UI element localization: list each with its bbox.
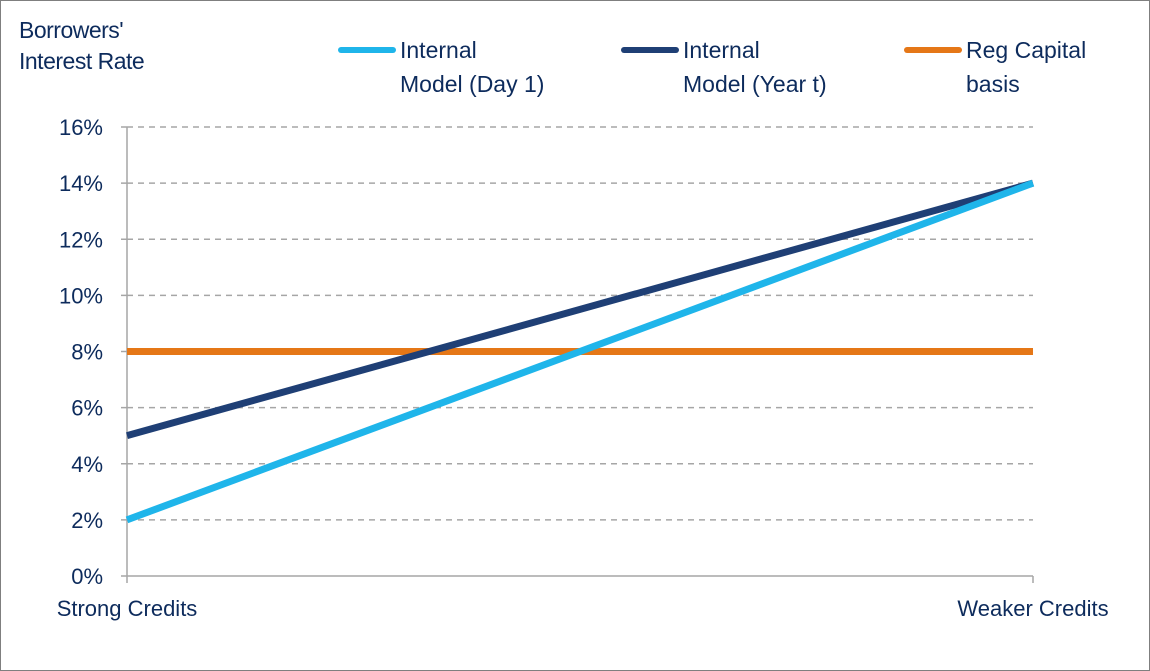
x-category-label: Strong Credits [57,596,198,621]
legend-label-reg-capital-line-1: Reg Capital [966,37,1087,63]
y-tick-label: 6% [71,396,103,421]
y-axis-title: Borrowers' Interest Rate [19,15,145,77]
legend-label-day1-line-1: Internal [400,37,477,63]
y-tick-label: 12% [59,227,103,252]
y-tick-label: 8% [71,340,103,365]
legend-swatch-year-t [621,47,679,53]
series-line-internal-model-day-1 [125,179,1035,524]
series-line-internal-model-year-t [126,179,1034,440]
y-tick-label: 16% [59,115,103,140]
legend-label-year-t-line-2: Model (Year t) [683,71,827,97]
legend-label-year-t: Internal Model (Year t) [683,33,883,101]
y-axis-title-line-2: Interest Rate [19,48,145,74]
legend-label-reg-capital: Reg Capital basis [966,33,1150,101]
y-tick-label: 2% [71,508,103,533]
y-tick-label: 14% [59,171,103,196]
legend-label-reg-capital-line-2: basis [966,71,1020,97]
legend-label-year-t-line-1: Internal [683,37,760,63]
y-tick-label: 4% [71,452,103,477]
legend-swatch-day1 [338,47,396,53]
y-tick-label: 0% [71,564,103,589]
legend-swatch-reg-capital [904,47,962,53]
y-tick-label: 10% [59,283,103,308]
x-category-label: Weaker Credits [957,596,1108,621]
legend-label-day1: Internal Model (Day 1) [400,33,600,101]
y-axis-title-line-1: Borrowers' [19,17,124,43]
legend-label-day1-line-2: Model (Day 1) [400,71,545,97]
